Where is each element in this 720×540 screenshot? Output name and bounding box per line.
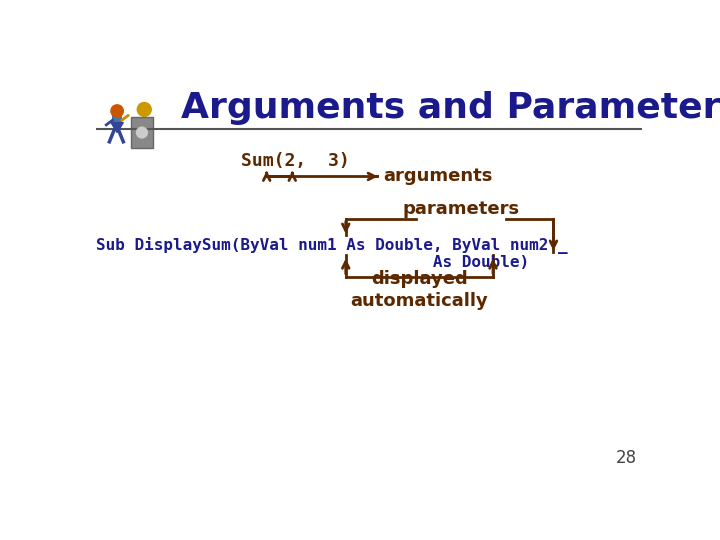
Text: parameters: parameters — [402, 200, 520, 218]
Text: Arguments and Parameters: Arguments and Parameters — [181, 91, 720, 125]
Text: Sum(2,  3): Sum(2, 3) — [241, 152, 350, 170]
Text: arguments: arguments — [384, 167, 493, 185]
Text: As Double): As Double) — [96, 255, 529, 270]
Circle shape — [138, 103, 151, 117]
Text: Sub DisplaySum(ByVal num1 As Double, ByVal num2 _: Sub DisplaySum(ByVal num1 As Double, ByV… — [96, 237, 568, 254]
Polygon shape — [111, 123, 123, 132]
FancyBboxPatch shape — [112, 115, 122, 123]
Text: 28: 28 — [616, 449, 637, 467]
FancyBboxPatch shape — [131, 117, 153, 148]
Text: displayed
automatically: displayed automatically — [351, 269, 488, 310]
Circle shape — [137, 127, 148, 138]
Circle shape — [111, 105, 123, 117]
